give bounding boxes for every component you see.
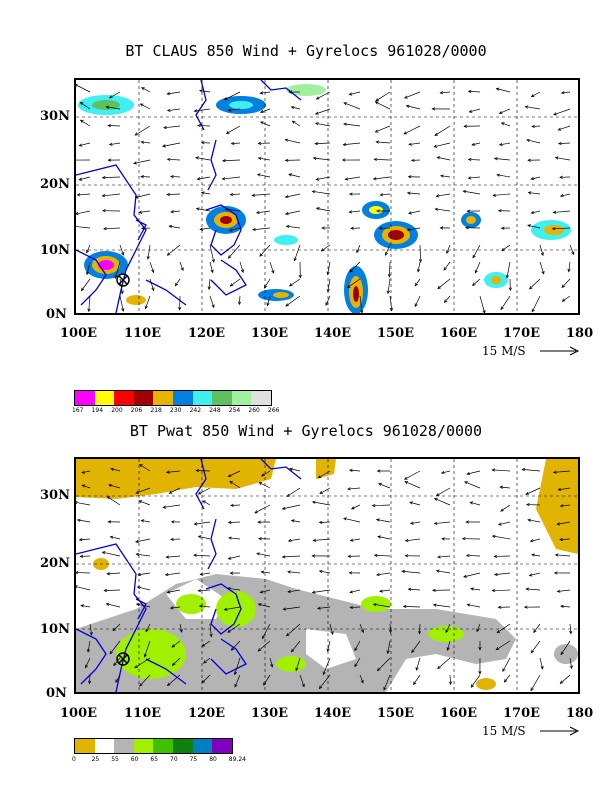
- colorbar-label: 242: [189, 407, 202, 414]
- lat-label: 30N: [40, 109, 70, 124]
- colorbar-label: 167: [72, 407, 84, 414]
- panel2-title: BT Pwat 850 Wind + Gyrelocs 961028/0000: [129, 422, 483, 440]
- colorbar-label: 200: [111, 407, 123, 414]
- colorbar-swatch: [75, 391, 95, 405]
- panel1-colorbar: [74, 390, 272, 406]
- lon-label: 160E: [440, 326, 478, 341]
- panel2-canvas: [76, 459, 578, 692]
- grid-lines: [76, 459, 578, 692]
- lon-label: 110E: [124, 326, 162, 341]
- panel1-title: BT CLAUS 850 Wind + Gyrelocs 961028/0000: [125, 42, 487, 60]
- lon-label: 130E: [251, 326, 289, 341]
- scale-arrow-icon: [540, 726, 580, 736]
- colorbar-label: 260: [248, 407, 260, 414]
- precipitable-water-fill: [76, 459, 578, 692]
- lon-label: 170E: [503, 706, 541, 721]
- colorbar-swatch: [94, 739, 115, 753]
- lon-label: 140E: [314, 326, 352, 341]
- lon-label: 120E: [188, 706, 226, 721]
- colorbar-swatch: [212, 739, 232, 753]
- lon-label: 180: [566, 706, 594, 721]
- lon-label: 120E: [188, 326, 226, 341]
- colorbar-label: 80: [209, 756, 217, 763]
- lon-label: 100E: [60, 706, 98, 721]
- lon-label: 150E: [377, 326, 415, 341]
- colorbar-swatch: [192, 739, 213, 753]
- lat-label: 20N: [40, 177, 70, 192]
- colorbar-label: 25: [91, 756, 100, 763]
- colorbar-label: 248: [209, 407, 221, 414]
- gyre-location-marker: [116, 652, 130, 666]
- colorbar-swatch: [153, 739, 173, 753]
- cloud-features: [78, 84, 571, 313]
- wind-vectors: [76, 83, 575, 313]
- lon-label: 150E: [377, 706, 415, 721]
- colorbar-label: 75: [189, 756, 198, 763]
- lon-label: 130E: [251, 706, 289, 721]
- colorbar-swatch: [192, 391, 213, 405]
- panel2-map: [74, 457, 580, 694]
- colorbar-label: 194: [91, 407, 104, 414]
- colorbar-swatch: [75, 739, 95, 753]
- lon-label: 160E: [440, 706, 478, 721]
- lat-label: 10N: [40, 622, 70, 637]
- colorbar-label: 89.24: [228, 756, 246, 763]
- panel1-canvas: [76, 80, 578, 313]
- panel1-map: [74, 78, 580, 315]
- colorbar-swatch: [231, 391, 252, 405]
- colorbar-swatch: [133, 739, 154, 753]
- colorbar-swatch: [114, 391, 134, 405]
- colorbar-label: 60: [130, 756, 139, 763]
- colorbar-label: 218: [150, 407, 162, 414]
- lon-label: 100E: [60, 326, 98, 341]
- lon-label: 110E: [124, 706, 162, 721]
- scale-label: 15 M/S: [482, 344, 526, 358]
- colorbar-swatch: [172, 391, 193, 405]
- colorbar-label: 0: [72, 756, 76, 763]
- colorbar-swatch: [94, 391, 115, 405]
- wind-vectors: [76, 464, 573, 692]
- colorbar-label: 65: [150, 756, 159, 763]
- lon-label: 170E: [503, 326, 541, 341]
- colorbar-swatch: [212, 391, 232, 405]
- coastlines: [76, 459, 302, 692]
- coastlines: [76, 80, 302, 313]
- colorbar-label: 70: [170, 756, 178, 763]
- colorbar-swatch: [251, 391, 271, 405]
- lon-label: 180: [566, 326, 594, 341]
- colorbar-swatch: [153, 391, 173, 405]
- colorbar-label: 254: [228, 407, 241, 414]
- lat-label: 0N: [46, 686, 67, 701]
- colorbar-label: 230: [170, 407, 182, 414]
- lat-label: 0N: [46, 307, 67, 322]
- lat-label: 20N: [40, 556, 70, 571]
- colorbar-label: 266: [268, 407, 280, 414]
- panel2-colorbar: [74, 738, 233, 754]
- lat-label: 30N: [40, 488, 70, 503]
- colorbar-swatch: [133, 391, 154, 405]
- scale-label: 15 M/S: [482, 724, 526, 738]
- lat-label: 10N: [40, 243, 70, 258]
- gyre-location-marker: [116, 273, 130, 287]
- colorbar-swatch: [172, 739, 193, 753]
- colorbar-label: 55: [111, 756, 119, 763]
- lon-label: 140E: [314, 706, 352, 721]
- colorbar-swatch: [114, 739, 134, 753]
- scale-arrow-icon: [540, 346, 580, 356]
- colorbar-label: 206: [130, 407, 143, 414]
